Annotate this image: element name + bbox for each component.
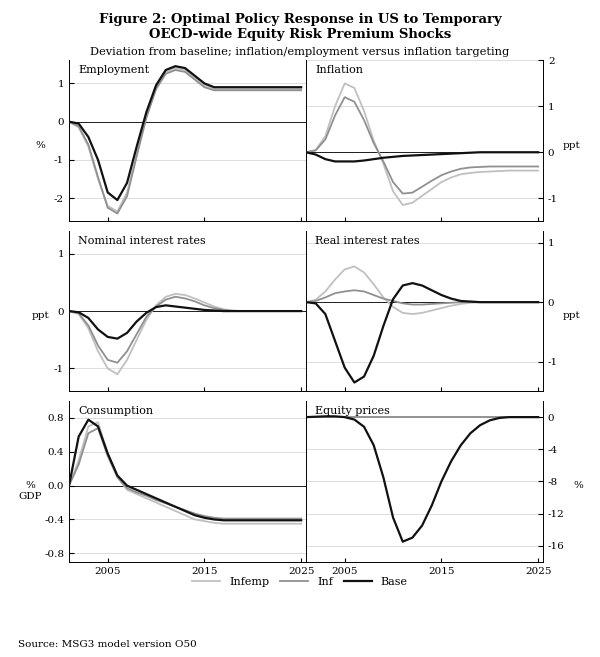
- Text: Consumption: Consumption: [79, 406, 154, 416]
- Y-axis label: %: %: [574, 482, 583, 490]
- Text: Deviation from baseline; inflation/employment versus inflation targeting: Deviation from baseline; inflation/emplo…: [91, 47, 509, 57]
- Y-axis label: ppt: ppt: [31, 311, 49, 320]
- Text: Source: MSG3 model version O50: Source: MSG3 model version O50: [18, 640, 197, 649]
- Text: Figure 2: Optimal Policy Response in US to Temporary
OECD-wide Equity Risk Premi: Figure 2: Optimal Policy Response in US …: [98, 13, 502, 41]
- Text: Real interest rates: Real interest rates: [316, 236, 420, 246]
- Y-axis label: %: %: [35, 141, 45, 150]
- Text: Nominal interest rates: Nominal interest rates: [79, 236, 206, 246]
- Text: Equity prices: Equity prices: [316, 406, 391, 416]
- Y-axis label: %
GDP: % GDP: [19, 482, 42, 501]
- Legend: Infemp, Inf, Base: Infemp, Inf, Base: [188, 572, 412, 591]
- Y-axis label: ppt: ppt: [563, 141, 581, 150]
- Y-axis label: ppt: ppt: [563, 311, 581, 320]
- Text: Inflation: Inflation: [316, 65, 364, 76]
- Text: Employment: Employment: [79, 65, 149, 76]
